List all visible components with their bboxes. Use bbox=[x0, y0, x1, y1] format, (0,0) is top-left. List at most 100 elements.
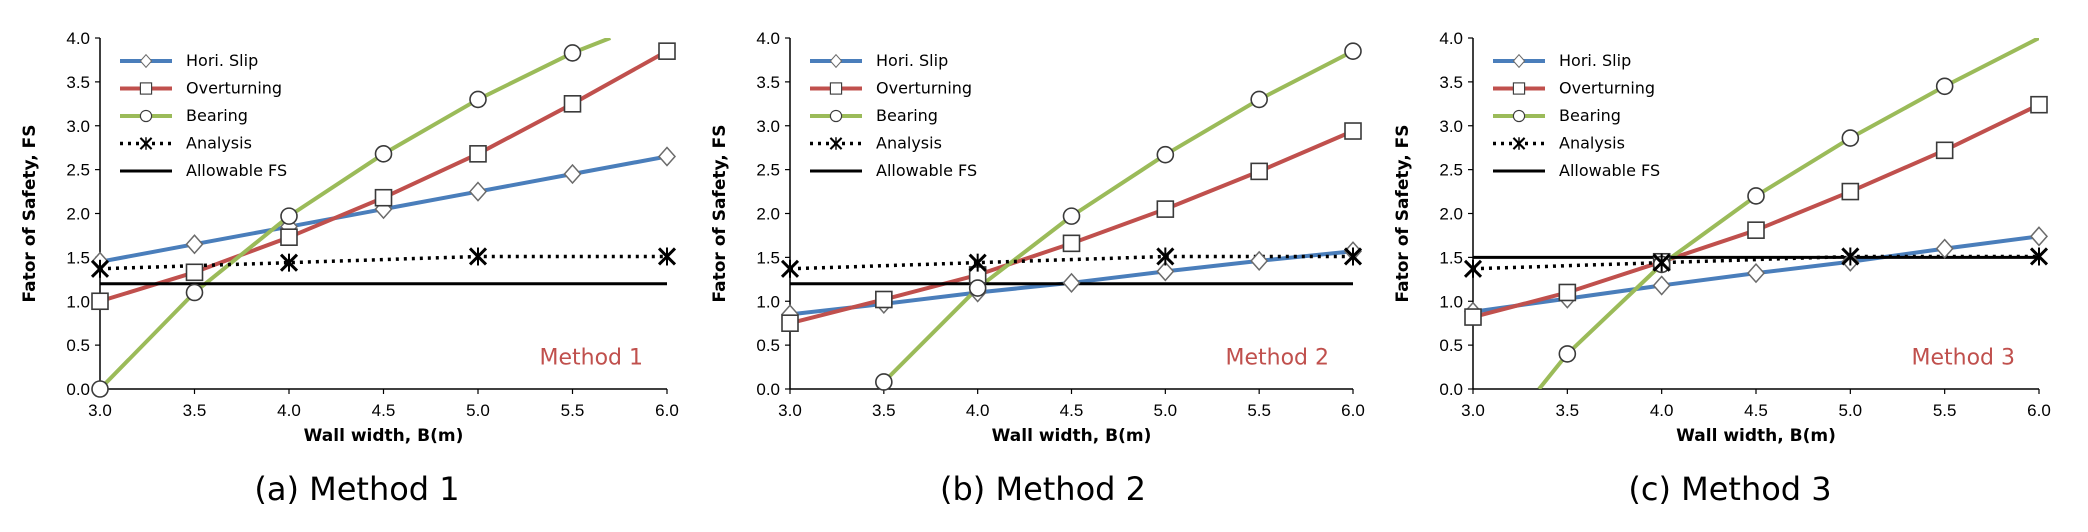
y-tick-label: 1.0 bbox=[756, 292, 780, 311]
y-tick-label: 4.0 bbox=[756, 29, 780, 48]
legend-item-analysis: Analysis bbox=[1493, 134, 1625, 153]
legend-label: Allowable FS bbox=[186, 161, 287, 180]
figure-caption: (a) Method 1 bbox=[254, 470, 459, 508]
legend-item-analysis: Analysis bbox=[120, 134, 252, 153]
data-point-overturning bbox=[1344, 122, 1362, 140]
data-point-analysis bbox=[90, 259, 110, 278]
legend-item-hori-slip: Hori. Slip bbox=[1493, 51, 1631, 70]
y-tick-label: 0.0 bbox=[66, 380, 90, 399]
legend-item-bearing: Bearing bbox=[810, 106, 938, 125]
x-tick-label: 5.0 bbox=[1839, 401, 1863, 420]
method-label: Method 2 bbox=[1225, 345, 1329, 370]
x-tick-label: 3.5 bbox=[872, 401, 896, 420]
y-tick-label: 3.5 bbox=[66, 73, 90, 92]
plot-area bbox=[1473, 38, 2039, 389]
data-point-hori-slip bbox=[1062, 272, 1081, 293]
x-tick-label: 4.5 bbox=[1060, 401, 1084, 420]
data-point-bearing bbox=[968, 279, 987, 297]
series-line-analysis bbox=[790, 254, 1353, 271]
y-tick-label: 0.5 bbox=[1439, 336, 1463, 355]
y-tick-label: 1.5 bbox=[1439, 248, 1463, 267]
data-point-overturning bbox=[781, 314, 799, 332]
data-point-hori-slip bbox=[468, 181, 488, 202]
data-point-hori-slip bbox=[657, 146, 677, 167]
data-point-overturning bbox=[1156, 200, 1175, 218]
data-point-analysis bbox=[657, 247, 677, 266]
legend-label: Hori. Slip bbox=[1559, 51, 1631, 70]
legend-marker bbox=[829, 53, 843, 69]
x-axis-title: Wall width, B(m) bbox=[1676, 426, 1836, 446]
data-point-bearing bbox=[469, 90, 487, 109]
x-tick-label: 3.5 bbox=[183, 401, 207, 420]
legend-item-overturning: Overturning bbox=[1493, 79, 1655, 98]
y-axis-title: Fator of Safety, FS bbox=[1393, 125, 1413, 303]
data-point-overturning bbox=[91, 292, 109, 311]
data-point-overturning bbox=[1747, 221, 1765, 239]
legend-label: Bearing bbox=[876, 106, 938, 125]
data-point-bearing bbox=[280, 207, 298, 225]
y-tick-label: 3.0 bbox=[756, 117, 780, 136]
legend-label: Overturning bbox=[186, 79, 282, 98]
legend-label: Analysis bbox=[876, 134, 942, 153]
data-point-overturning bbox=[1464, 308, 1482, 326]
legend-marker bbox=[139, 109, 153, 123]
legend-marker bbox=[829, 137, 843, 150]
data-point-overturning bbox=[1935, 141, 1954, 160]
y-tick-label: 3.0 bbox=[66, 117, 90, 136]
data-point-analysis bbox=[2029, 247, 2049, 266]
y-tick-label: 1.0 bbox=[1439, 292, 1463, 311]
legend: Hori. Slip Overturning Bearing Analysis Allo… bbox=[1493, 51, 1660, 180]
y-tick-label: 4.0 bbox=[1439, 29, 1463, 48]
series-line-overturning bbox=[1473, 102, 2039, 319]
legend: Hori. Slip Overturning Bearing Analysis Allo… bbox=[120, 51, 287, 180]
legend-item-overturning: Overturning bbox=[810, 79, 972, 98]
data-point-analysis bbox=[468, 247, 488, 266]
legend-label: Allowable FS bbox=[1559, 161, 1660, 180]
x-tick-label: 3.5 bbox=[1556, 401, 1580, 420]
data-point-bearing bbox=[91, 380, 109, 398]
legend-marker bbox=[1512, 109, 1526, 123]
data-point-analysis bbox=[1343, 247, 1363, 266]
figure-caption: (b) Method 2 bbox=[940, 470, 1146, 508]
figure-caption: (c) Method 3 bbox=[1628, 470, 1831, 508]
y-axis-title: Fator of Safety, FS bbox=[710, 125, 730, 303]
data-point-bearing bbox=[1156, 145, 1175, 164]
legend-item-hori-slip: Hori. Slip bbox=[120, 51, 258, 70]
x-tick-label: 4.0 bbox=[966, 401, 990, 420]
data-point-overturning bbox=[1841, 182, 1860, 201]
y-tick-label: 3.0 bbox=[1439, 117, 1463, 136]
x-tick-label: 4.0 bbox=[1650, 401, 1674, 420]
data-point-overturning bbox=[280, 228, 298, 246]
data-point-overturning bbox=[374, 188, 393, 207]
data-point-analysis bbox=[1841, 247, 1860, 266]
data-point-bearing bbox=[1558, 345, 1577, 363]
series-line-analysis bbox=[100, 254, 667, 271]
data-point-analysis bbox=[968, 253, 987, 272]
x-tick-label: 3.0 bbox=[88, 401, 112, 420]
panel-2: 0.0 0.5 1.0 1.5 2.0 2.5 3.0 3.5 4.0 3.0 3.5 4.0 4.5 5… bbox=[710, 29, 1365, 508]
legend-marker bbox=[1512, 82, 1526, 95]
y-tick-label: 0.0 bbox=[1439, 380, 1463, 399]
legend-label: Overturning bbox=[1559, 79, 1655, 98]
data-point-analysis bbox=[1652, 253, 1671, 272]
y-axis-title: Fator of Safety, FS bbox=[20, 125, 40, 303]
y-tick-label: 1.5 bbox=[66, 248, 90, 267]
y-tick-label: 2.0 bbox=[756, 205, 780, 224]
y-tick-label: 0.0 bbox=[756, 380, 780, 399]
legend-marker bbox=[1512, 53, 1526, 69]
marker-layer bbox=[1463, 77, 2049, 363]
y-tick-label: 2.0 bbox=[66, 205, 90, 224]
legend-item-bearing: Bearing bbox=[120, 106, 248, 125]
data-point-bearing bbox=[563, 44, 582, 62]
data-point-bearing bbox=[1841, 129, 1860, 147]
data-point-bearing bbox=[1344, 42, 1362, 60]
x-axis-title: Wall width, B(m) bbox=[992, 426, 1152, 446]
legend-label: Overturning bbox=[876, 79, 972, 98]
data-point-bearing bbox=[1250, 90, 1268, 109]
data-point-bearing bbox=[1935, 77, 1954, 96]
data-point-overturning bbox=[2030, 95, 2048, 114]
legend-label: Analysis bbox=[186, 134, 252, 153]
data-point-hori-slip bbox=[1250, 250, 1269, 272]
data-point-analysis bbox=[279, 253, 299, 272]
